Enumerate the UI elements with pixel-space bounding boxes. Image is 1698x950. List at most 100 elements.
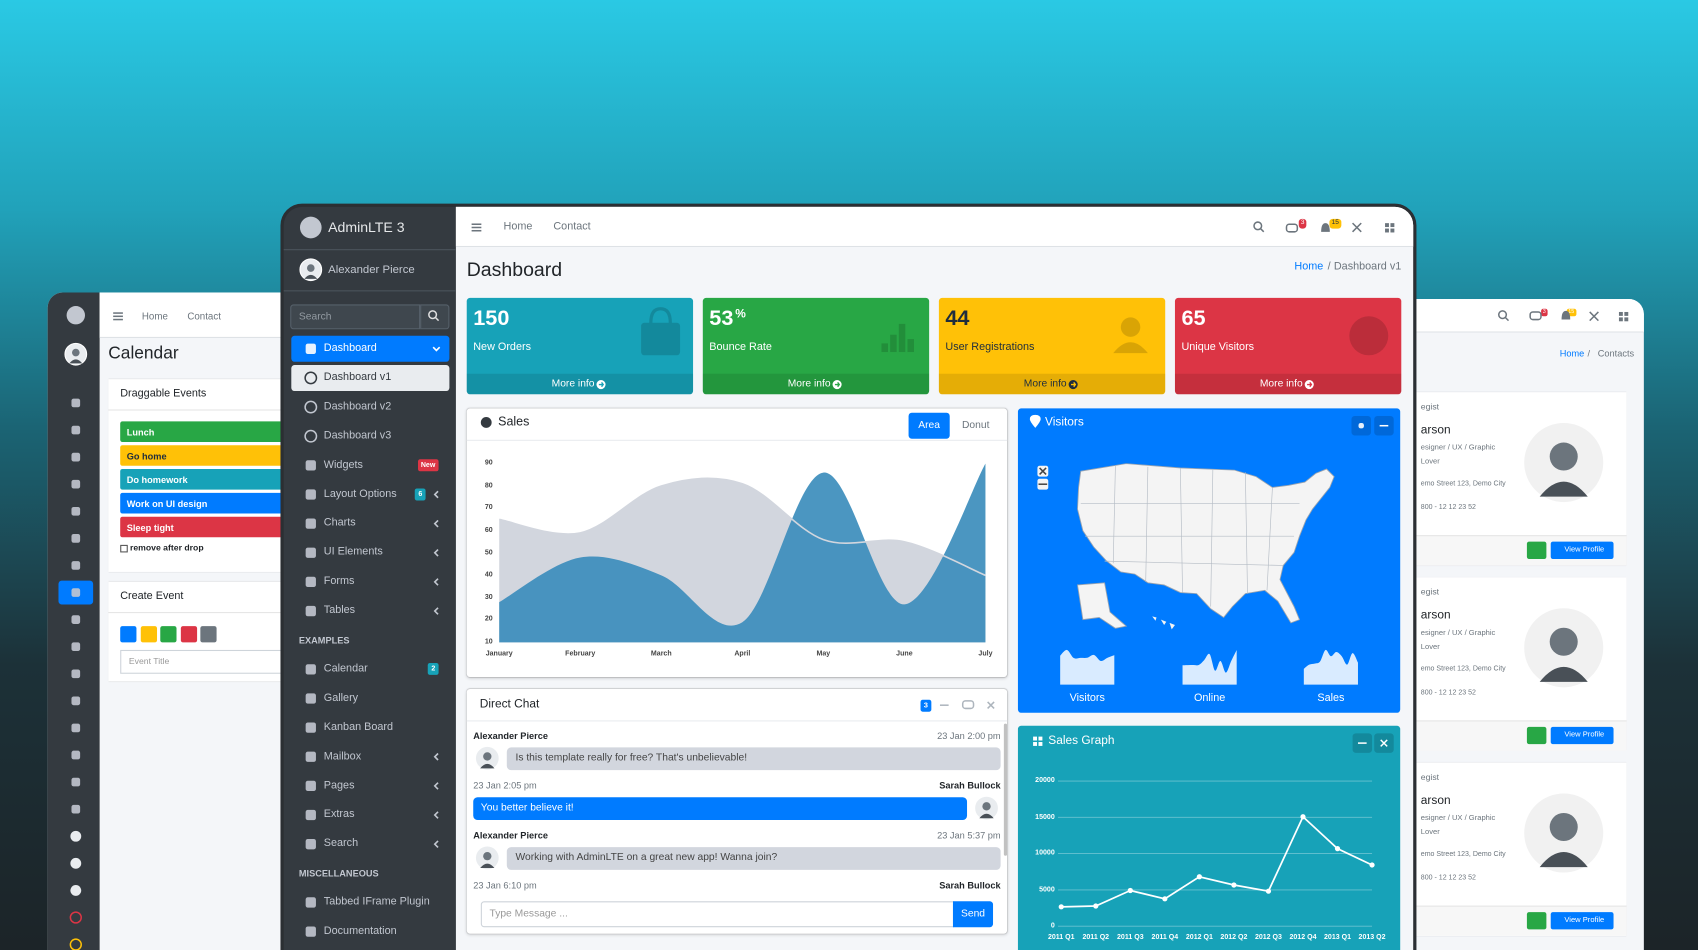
menu-item[interactable]: Search [323,837,359,850]
x-tick-label: 2011 Q2 [1082,933,1110,942]
stat-label: User Registrations [945,341,1035,354]
chat-button[interactable] [1526,912,1547,930]
contact-desc: esigner / UX / Graphic [1420,629,1496,637]
stat-value: 65 [1181,306,1206,331]
tab[interactable]: Donut [961,419,990,432]
stat-footer[interactable] [702,373,930,395]
sparkline-label: Visitors [1069,692,1105,705]
view-profile-button[interactable] [1550,912,1614,930]
contact-extra: Lover [1420,643,1440,652]
search-input[interactable] [290,304,421,330]
tab-active[interactable] [908,412,950,439]
menu-item[interactable]: Dashboard [323,342,377,355]
y-tick-label: 10 [484,638,493,646]
stat-footer[interactable] [466,373,694,395]
nav-link[interactable]: Contact [187,310,221,322]
nav-link[interactable]: Home [503,220,533,233]
contact-desc: esigner / UX / Graphic [1420,444,1496,452]
input-placeholder: Type Message ... [489,907,568,920]
event-label[interactable]: Do homework [126,474,188,486]
stat-value: 150 [473,306,510,331]
chat-button[interactable] [1526,726,1547,745]
contact-role: egist [1420,401,1440,412]
color-swatch[interactable] [160,626,177,643]
map-zoom-button[interactable] [1037,465,1049,477]
nav-link[interactable]: Contact [553,220,591,233]
view-profile-label[interactable]: View Profile [1564,731,1605,739]
user-name[interactable]: Alexander Pierce [328,263,415,277]
color-swatch[interactable] [120,626,137,643]
menu-item[interactable]: Mailbox [323,750,362,763]
contact-extra: Lover [1420,458,1440,466]
stat-footer[interactable] [1174,373,1402,395]
checkbox[interactable] [120,544,128,553]
menu-item[interactable]: Documentation [323,925,397,938]
message-input[interactable] [480,901,955,928]
contact-phone: 800 - 12 12 23 52 [1420,503,1476,512]
menu-item[interactable]: Widgets [323,458,363,471]
menu-item[interactable]: Extras [323,808,355,821]
menu-item[interactable]: Gallery [323,691,359,704]
tab[interactable]: Area [918,419,941,432]
menu-item[interactable]: UI Elements [323,546,383,559]
view-profile-button[interactable] [1550,726,1614,745]
event-label[interactable]: Work on UI design [126,498,208,510]
event-label[interactable]: Go home [126,450,167,462]
y-tick-label: 80 [484,481,493,490]
breadcrumb-link[interactable]: Home [1294,261,1324,273]
x-tick-label: April [734,649,751,658]
menu-item[interactable]: Kanban Board [323,721,394,734]
stat-label: Bounce Rate [709,341,772,354]
divider [283,249,456,251]
menu-item[interactable]: Charts [323,517,356,530]
chat-time: 23 Jan 5:37 pm [937,829,1001,841]
contact-address: emo Street 123, Demo City [1420,665,1506,673]
menu-badge: 6 [415,488,426,501]
menu-item[interactable]: Layout Options [323,487,397,500]
search-placeholder: Search [298,310,332,323]
view-profile-button[interactable] [1550,541,1614,559]
stat-link[interactable]: More info [1259,378,1303,390]
x-tick-label: June [896,649,913,658]
menu-item[interactable]: Forms [323,575,355,588]
view-profile-label[interactable]: View Profile [1564,916,1605,925]
chat-button[interactable] [1526,541,1547,559]
stat-footer[interactable] [938,373,1166,395]
search-button[interactable] [420,304,450,330]
stat-box [466,297,694,395]
menu-item[interactable]: Calendar [323,662,368,675]
menu-item[interactable]: Tables [323,604,356,617]
card-tool-button[interactable] [1374,733,1394,753]
menu-item[interactable]: Tabbed IFrame Plugin [323,895,430,908]
breadcrumb-link[interactable]: Home [1559,347,1585,359]
menu-item[interactable]: Dashboard v1 [323,371,392,384]
event-chip [120,492,294,514]
event-label[interactable]: Sleep tight [126,522,174,533]
map-zoom-button[interactable] [1037,478,1049,490]
nav-link[interactable]: Home [141,310,168,322]
card-tool-button[interactable] [1352,733,1373,753]
stat-link[interactable]: More info [1023,378,1067,390]
chat-bubble [506,846,1001,870]
contact-role: egist [1420,772,1440,783]
contact-phone: 800 - 12 12 23 52 [1420,874,1476,882]
view-profile-label[interactable]: View Profile [1564,545,1605,554]
card [466,408,1008,678]
chat-time: 23 Jan 2:05 pm [473,779,537,791]
card-tool-button[interactable] [1374,415,1394,436]
send-label[interactable]: Send [960,907,986,920]
menu-item[interactable]: Dashboard v3 [323,429,392,442]
menu-item[interactable]: Dashboard v2 [323,400,392,413]
card-tool-button[interactable] [1351,415,1371,436]
event-label[interactable]: Lunch [126,426,155,438]
send-button[interactable] [952,901,994,928]
event-chip [120,469,294,490]
menu-item[interactable]: Pages [323,779,355,792]
color-swatch[interactable] [140,626,157,643]
chat-name: Alexander Pierce [473,730,548,741]
stat-link[interactable]: More info [787,378,831,390]
color-swatch[interactable] [200,626,217,643]
stat-link[interactable]: More info [551,378,595,390]
color-swatch[interactable] [180,626,197,643]
